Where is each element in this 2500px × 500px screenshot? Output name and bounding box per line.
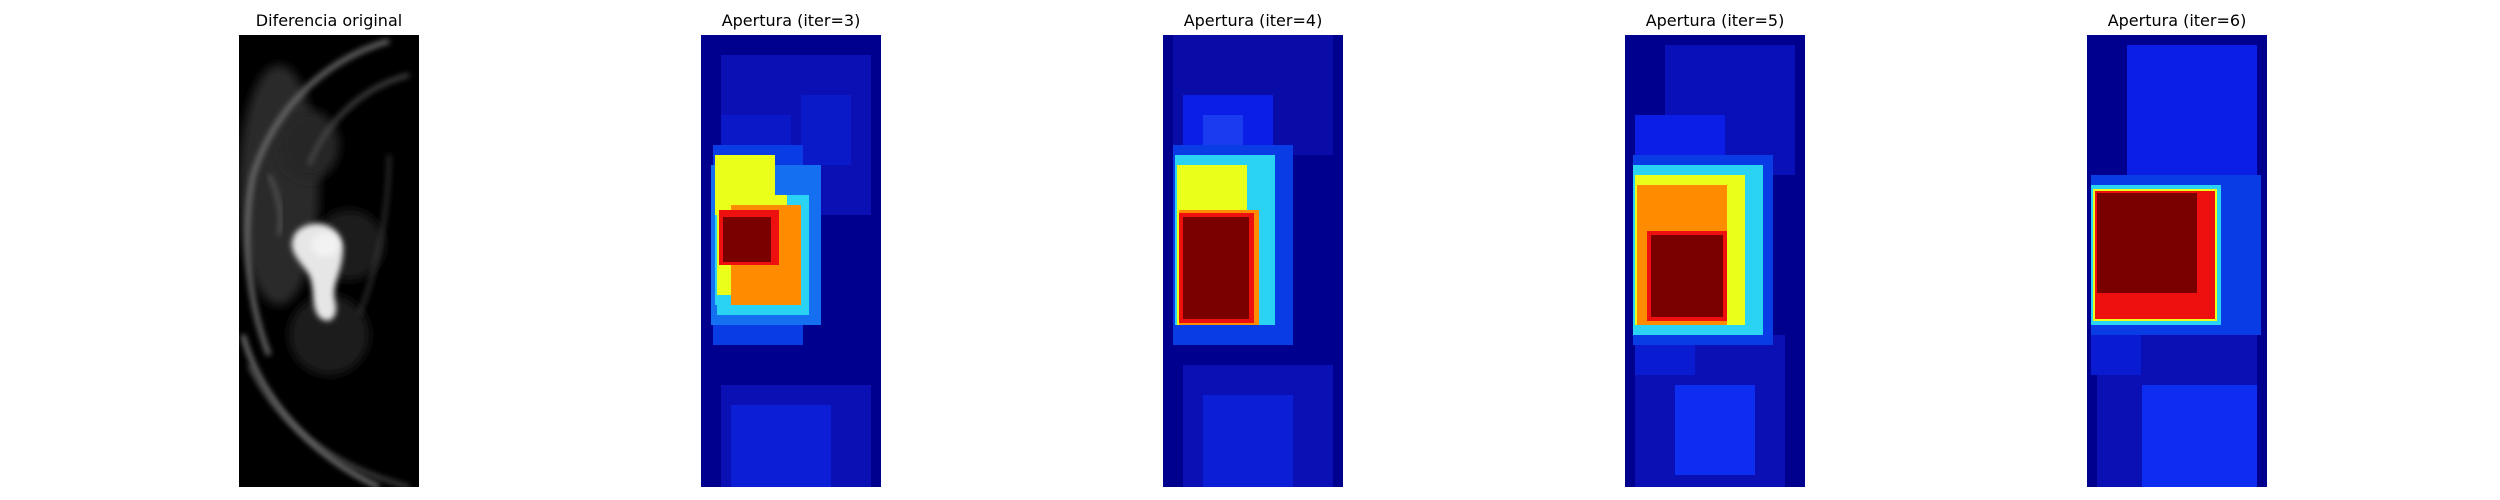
opening-iter4-heatmap <box>1163 35 1343 487</box>
panel-iter6: Apertura (iter=6) <box>2087 0 2267 500</box>
panel-original: Diferencia original <box>239 0 419 500</box>
original-difference-image <box>239 35 419 487</box>
panel-title-iter4: Apertura (iter=4) <box>1183 11 1323 30</box>
opening-iter6-heatmap <box>2087 35 2267 487</box>
opening-iter3-heatmap <box>701 35 881 487</box>
panel-title-iter3: Apertura (iter=3) <box>721 11 861 30</box>
panel-iter4: Apertura (iter=4) <box>1163 0 1343 500</box>
panel-title-original: Diferencia original <box>255 11 403 30</box>
panel-title-iter6: Apertura (iter=6) <box>2107 11 2247 30</box>
panel-iter5: Apertura (iter=5) <box>1625 0 1805 500</box>
panel-title-iter5: Apertura (iter=5) <box>1645 11 1785 30</box>
panel-iter3: Apertura (iter=3) <box>701 0 881 500</box>
opening-iter5-heatmap <box>1625 35 1805 487</box>
